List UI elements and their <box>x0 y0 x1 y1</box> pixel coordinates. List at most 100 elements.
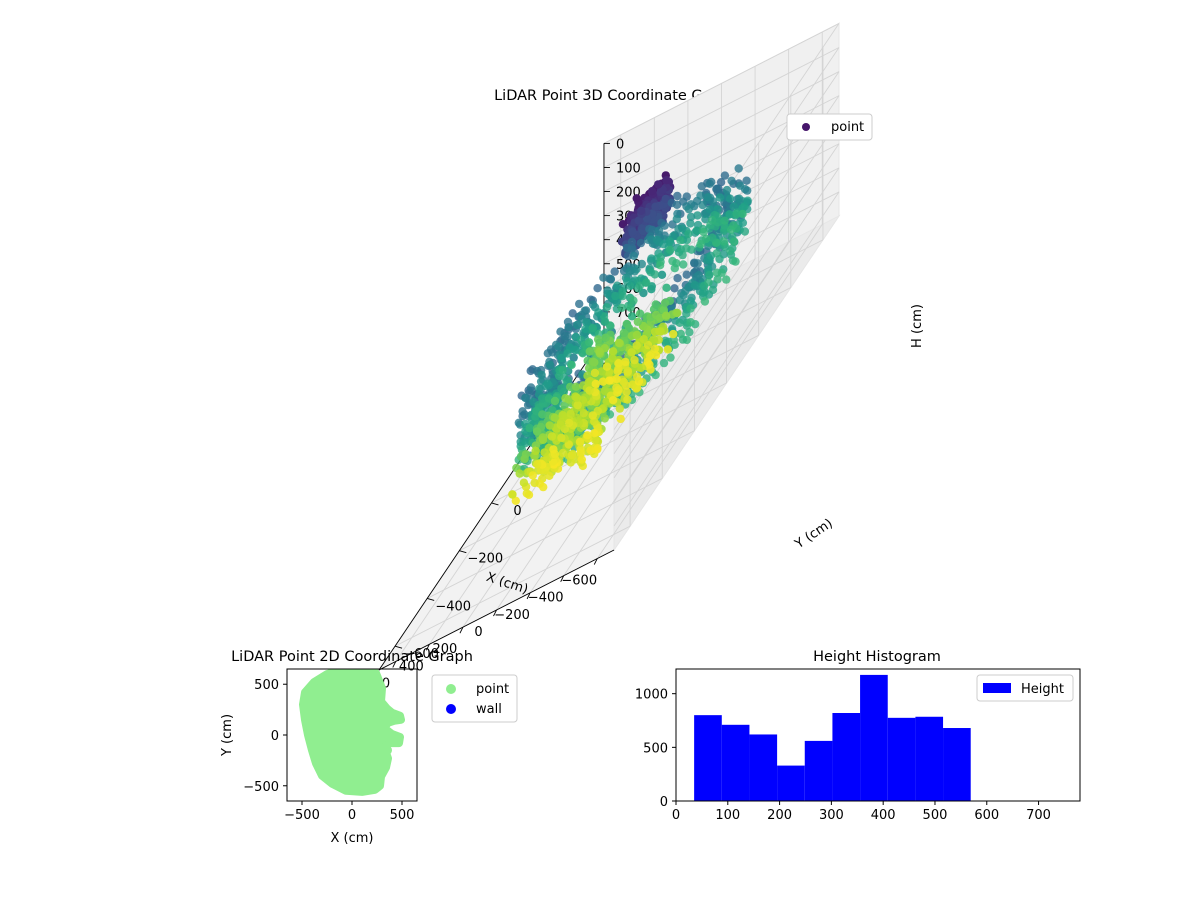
data-point <box>515 469 524 478</box>
x-tick-label: −600 <box>561 574 597 589</box>
data-point <box>633 372 642 381</box>
data-point <box>694 271 703 280</box>
data-point <box>720 216 729 225</box>
data-point <box>651 202 660 211</box>
data-point <box>647 187 657 196</box>
data-point <box>538 410 547 419</box>
data-point <box>614 338 624 348</box>
data-point <box>537 370 546 380</box>
data-point <box>650 327 660 337</box>
data-point <box>556 417 566 427</box>
data-point <box>622 319 631 329</box>
chart-2d-ylabel: Y (cm) <box>220 714 235 757</box>
data-point <box>676 329 685 339</box>
grid-y-floor <box>394 525 631 647</box>
x-tick <box>392 661 397 668</box>
data-point <box>531 446 540 456</box>
data-point <box>647 254 656 263</box>
data-point <box>642 278 651 287</box>
data-point <box>543 379 552 388</box>
data-point <box>685 328 694 337</box>
chart-2d-title: LiDAR Point 2D Coordinate Graph <box>231 649 473 665</box>
data-point <box>673 274 682 283</box>
data-point <box>573 400 582 410</box>
data-point <box>634 216 643 225</box>
data-point <box>581 324 590 334</box>
data-point <box>735 194 744 203</box>
x-tick-label: 600 <box>974 808 999 823</box>
data-point <box>686 219 695 228</box>
legend-marker-point <box>802 123 810 131</box>
data-point <box>550 396 560 406</box>
data-point <box>628 227 637 236</box>
data-point <box>708 285 718 295</box>
grid-z-side <box>603 71 840 192</box>
data-point <box>701 234 711 244</box>
data-point <box>522 489 531 498</box>
data-point <box>635 309 645 318</box>
data-point <box>619 377 628 387</box>
data-point <box>722 185 732 195</box>
data-point <box>585 386 594 395</box>
data-point <box>699 227 708 237</box>
grid-z-back <box>613 119 840 455</box>
y-tick <box>394 645 403 649</box>
chart-3d-zlabel: H (cm) <box>910 304 925 348</box>
data-point <box>528 471 537 480</box>
x-tick <box>459 626 464 634</box>
data-point <box>661 311 671 320</box>
histogram-bar <box>694 715 722 801</box>
data-point <box>630 355 639 365</box>
y-tick <box>491 502 499 506</box>
chart-2d-xlabel: X (cm) <box>331 831 374 846</box>
data-point <box>690 258 699 267</box>
data-point <box>577 455 586 464</box>
data-point <box>670 284 679 293</box>
data-point <box>521 450 531 459</box>
data-point <box>387 734 397 745</box>
data-point <box>563 349 572 358</box>
histogram-bar <box>749 734 778 801</box>
data-point <box>686 296 695 306</box>
data-point <box>511 496 520 505</box>
data-point <box>521 439 530 448</box>
legend-frame <box>976 674 1074 702</box>
grid-z-back <box>613 191 840 527</box>
data-point <box>661 336 670 345</box>
data-point <box>665 237 675 246</box>
data-point <box>526 383 536 392</box>
data-point <box>676 236 685 245</box>
data-point <box>614 359 623 368</box>
data-point <box>549 445 558 454</box>
data-point <box>686 318 695 327</box>
data-point <box>575 299 584 309</box>
data-point <box>637 259 646 269</box>
data-point <box>740 227 750 236</box>
x-tick-label: 500 <box>390 808 415 823</box>
grid-z-side <box>603 47 840 168</box>
data-point <box>556 327 565 336</box>
x-tick <box>560 575 565 582</box>
data-point <box>632 265 641 274</box>
data-point <box>518 407 527 416</box>
data-point <box>566 409 575 418</box>
data-point <box>591 436 600 445</box>
data-point <box>650 344 660 353</box>
x-tick-label: 200 <box>767 808 792 823</box>
axes-frame <box>675 668 1081 802</box>
data-point <box>690 281 699 290</box>
data-point <box>679 291 688 300</box>
grid-z-side <box>603 23 840 144</box>
data-point <box>623 395 632 404</box>
data-point <box>727 176 736 185</box>
data-point <box>627 348 636 357</box>
grid-y-floor <box>426 478 663 599</box>
data-point <box>686 304 695 313</box>
data-point <box>716 178 726 187</box>
data-point <box>612 383 621 392</box>
data-point <box>540 448 549 457</box>
data-point <box>617 303 626 312</box>
data-point <box>588 357 597 366</box>
chart-2d: LiDAR Point 2D Coordinate Graph −500 0 500… <box>220 649 518 846</box>
